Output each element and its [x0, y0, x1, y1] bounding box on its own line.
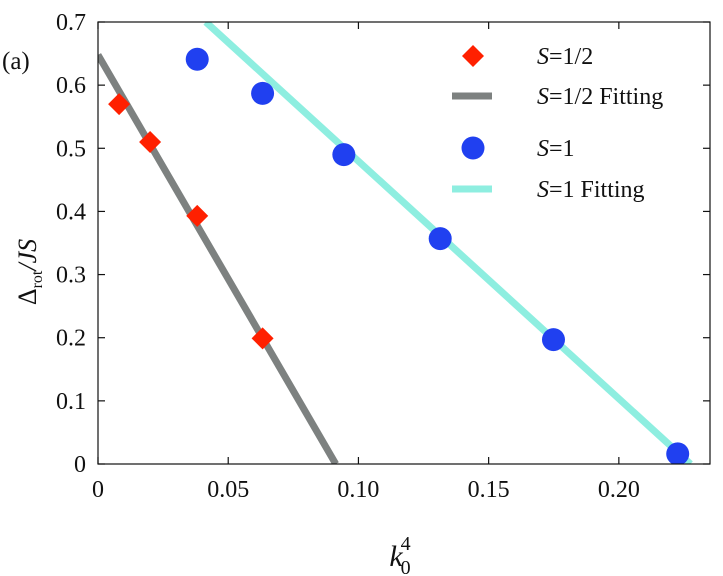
y-tick-label-7: 0.7 [56, 10, 86, 36]
legend-label-rest-1: =1/2 Fitting [549, 84, 663, 110]
legend-label-var-2: S [537, 136, 549, 162]
data-point-s2-5 [666, 442, 690, 464]
legend-label-var-0: S [537, 44, 549, 70]
y-tick-label-1: 0.1 [56, 389, 86, 415]
legend-label-1: S=1/2 Fitting [537, 84, 663, 110]
x-axis-title-sup: 4 [401, 533, 411, 555]
x-tick-label-0: 0 [92, 477, 104, 503]
y-tick-label-5: 0.5 [56, 136, 86, 162]
y-tick-label-3: 0.3 [56, 263, 86, 289]
y-tick-label-0: 0 [74, 452, 86, 478]
data-point-s2-3 [428, 227, 452, 251]
data-point-s0-0 [108, 93, 131, 116]
panel-label: (a) [2, 48, 30, 75]
legend-label-var-1: S [537, 84, 549, 110]
plot-frame [97, 21, 711, 465]
x-axis-title-sub: 0 [401, 557, 411, 576]
data-point-s0-2 [186, 204, 209, 227]
legend-label-rest-0: =1/2 [549, 44, 593, 70]
y-tick-label-4: 0.4 [56, 199, 86, 225]
y-axis-title-base: Δ [13, 288, 42, 305]
plot-area [98, 22, 693, 464]
data-point-s2-2 [332, 143, 356, 167]
y-axis-title: Δrot/JS [13, 239, 46, 305]
axis-layer: 0 0.05 0.10 0.15 0.20 0 0.1 0.2 0.3 0.4 0.5 0.6 0.7 [56, 10, 711, 503]
y-axis-title-sub: rot [29, 270, 46, 288]
x-tick-label-4: 0.20 [598, 477, 640, 503]
legend-label-var-3: S [537, 177, 549, 203]
x-axis-title-base: k [389, 540, 403, 573]
data-point-s2-4 [541, 328, 565, 352]
legend-label-3: S=1 Fitting [537, 177, 645, 203]
legend-label-0: S=1/2 [537, 44, 593, 70]
data-point-s0-1 [139, 130, 162, 153]
fit-line-1 [98, 53, 339, 464]
legend-label-rest-3: =1 Fitting [549, 177, 645, 203]
legend-swatch-0 [462, 45, 484, 67]
x-tick-label-3: 0.15 [468, 477, 510, 503]
legend-swatch-2 [461, 136, 485, 160]
x-tick-label-2: 0.10 [337, 477, 379, 503]
y-axis-title-rest: /JS [13, 239, 42, 273]
legend-label-rest-2: =1 [549, 136, 575, 162]
y-tick-label-2: 0.2 [56, 326, 86, 352]
x-tick-label-1: 0.05 [207, 477, 249, 503]
x-axis-title: k0 4 [389, 533, 410, 576]
data-point-s2-0 [185, 47, 209, 71]
y-tick-label-6: 0.6 [56, 73, 86, 99]
data-point-s0-3 [251, 327, 274, 350]
data-point-s2-1 [251, 81, 275, 105]
legend-label-2: S=1 [537, 136, 575, 162]
plot-layer [98, 22, 693, 464]
